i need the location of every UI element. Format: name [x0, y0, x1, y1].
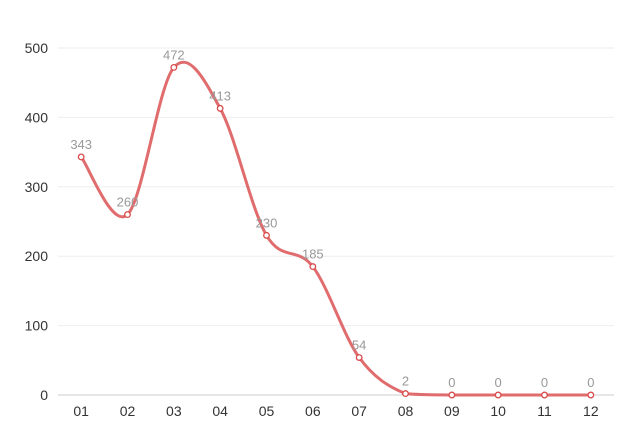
- data-point[interactable]: [587, 391, 595, 399]
- x-tick-label: 02: [120, 403, 136, 419]
- data-label: 343: [70, 137, 92, 152]
- data-label: 0: [495, 375, 502, 390]
- data-point[interactable]: [494, 391, 502, 399]
- data-point[interactable]: [170, 63, 178, 71]
- y-tick-label: 200: [25, 248, 49, 264]
- x-tick-label: 04: [212, 403, 228, 419]
- data-point[interactable]: [355, 354, 363, 361]
- data-point[interactable]: [216, 104, 224, 112]
- data-point[interactable]: [263, 231, 270, 239]
- x-tick-label: 09: [444, 403, 460, 419]
- x-tick-label: 01: [73, 403, 89, 419]
- y-tick-label: 500: [25, 40, 49, 56]
- x-tick-label: 07: [351, 403, 367, 419]
- data-point[interactable]: [448, 391, 456, 399]
- x-tick-label: 10: [490, 403, 506, 419]
- data-label: 0: [448, 375, 455, 390]
- data-point[interactable]: [402, 390, 409, 398]
- data-label: 260: [117, 195, 139, 210]
- x-tick-label: 08: [398, 403, 414, 419]
- data-point[interactable]: [309, 263, 317, 271]
- data-label: 472: [163, 47, 185, 62]
- x-tick-label: 12: [583, 403, 599, 419]
- data-labels: 343 260 472 413 230 185 54 2 0 0 0 0: [70, 47, 594, 390]
- y-tick-label: 100: [25, 318, 49, 334]
- data-label: 0: [587, 375, 594, 390]
- data-point[interactable]: [77, 153, 85, 161]
- series-line: [79, 60, 593, 397]
- x-tick-label: 03: [166, 403, 182, 419]
- data-point[interactable]: [124, 211, 131, 219]
- y-tick-label: 400: [25, 109, 49, 125]
- y-axis: 0 100 200 300 400 500: [25, 40, 49, 403]
- data-point[interactable]: [541, 391, 548, 399]
- data-label: 230: [256, 215, 278, 230]
- data-label: 185: [302, 247, 324, 262]
- y-tick-label: 300: [25, 179, 49, 195]
- y-tick-label: 0: [40, 387, 48, 403]
- data-points: [77, 63, 595, 399]
- gridlines: [58, 47, 614, 327]
- data-label: 54: [352, 338, 366, 353]
- x-tick-label: 06: [305, 403, 321, 419]
- data-label: 0: [541, 375, 548, 390]
- x-tick-label: 05: [259, 403, 275, 419]
- x-axis: 01 02 03 04 05 06 07 08 09 10 11 12: [58, 394, 614, 419]
- data-label: 413: [209, 88, 231, 103]
- data-label: 2: [402, 374, 409, 389]
- x-tick-label: 11: [537, 403, 552, 419]
